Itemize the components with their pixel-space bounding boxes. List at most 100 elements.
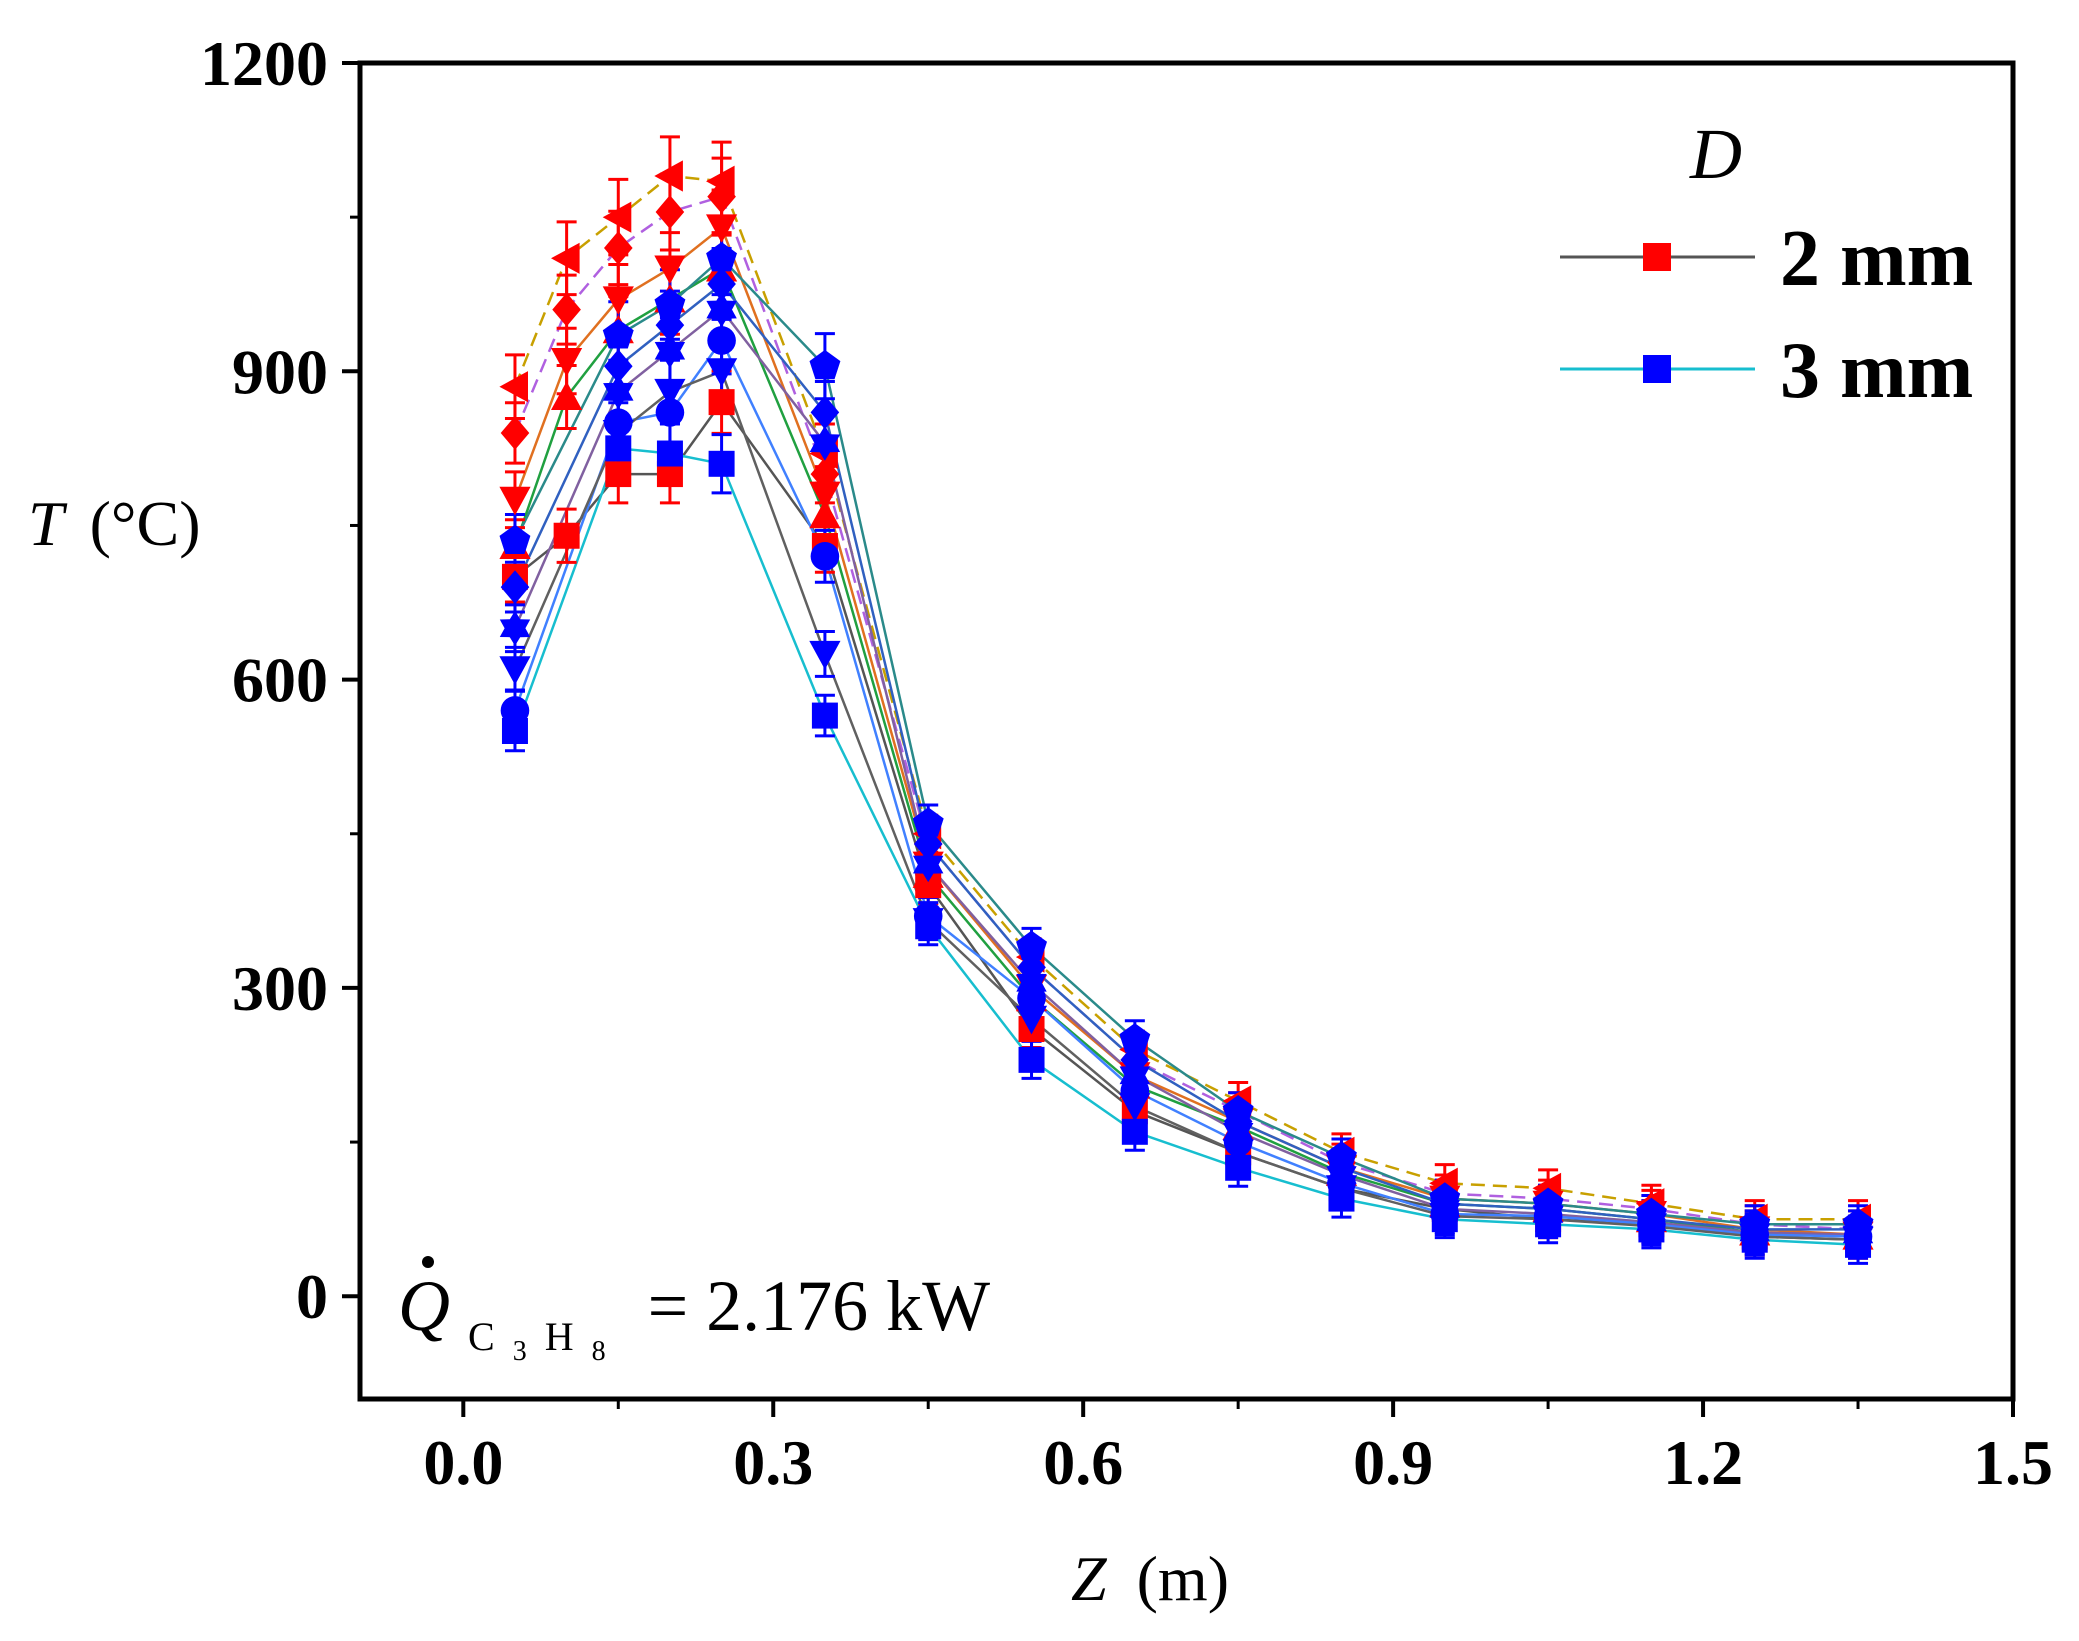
data-point: [707, 267, 736, 301]
data-point: [499, 524, 531, 554]
data-point: [811, 702, 838, 729]
data-point: [551, 348, 583, 377]
y-tick-label: 300: [232, 953, 328, 1024]
anno-sub-3: 3: [513, 1336, 527, 1367]
x-tick-label: 0.0: [423, 1427, 503, 1498]
data-point: [915, 913, 942, 940]
data-point: [551, 381, 583, 410]
data-point: [1119, 1093, 1151, 1122]
data-point: [654, 378, 686, 408]
data-point: [602, 286, 634, 315]
data-point: [1017, 983, 1046, 1013]
data-point: [1638, 1216, 1665, 1243]
data-point: [602, 201, 632, 233]
data-point: [602, 420, 634, 449]
data-point: [654, 333, 686, 369]
data-point: [499, 486, 531, 516]
data-point: [1018, 1046, 1045, 1073]
data-point: [553, 522, 580, 549]
series-line: [513, 282, 1858, 1231]
data-point: [655, 308, 685, 342]
data-point: [809, 499, 841, 529]
series-line: [514, 399, 1859, 1241]
data-point: [809, 349, 841, 380]
data-point: [1535, 1211, 1562, 1238]
heat-release-annotation: Q C 3 H 8 = 2.176 kW: [398, 1256, 990, 1376]
y-tick-label: 1200: [200, 28, 328, 99]
data-point: [707, 179, 736, 214]
data-point: [707, 326, 736, 355]
data-point: [501, 718, 528, 744]
data-point: [655, 195, 685, 229]
x-axis-unit: (m): [1137, 1543, 1229, 1614]
data-point: [809, 425, 841, 461]
data-point: [809, 640, 841, 670]
legend-label-3mm: 3 mm: [1780, 327, 1973, 415]
data-point: [1119, 1023, 1151, 1053]
legend-label-2mm: 2 mm: [1780, 215, 1973, 303]
data-point: [604, 349, 633, 384]
data-point: [810, 541, 840, 571]
x-tick-label: 1.5: [1973, 1427, 2053, 1498]
anno-sub-8: 8: [592, 1336, 606, 1367]
data-point: [708, 450, 735, 477]
y-axis-var: T: [28, 488, 68, 559]
data-point: [912, 807, 944, 837]
data-point: [500, 696, 530, 725]
series-line: [513, 174, 1858, 1221]
svg-text:T (°C): T (°C): [28, 488, 201, 559]
data-point: [603, 374, 634, 410]
y-axis-unit: (°C): [90, 488, 201, 559]
y-tick-label: 0: [296, 1261, 328, 1332]
plot-frame: [357, 60, 2016, 1402]
data-point: [654, 288, 686, 318]
data-point: [654, 255, 686, 285]
data-point: [706, 358, 738, 387]
legend-marker-2mm: [1643, 243, 1671, 271]
data-point: [500, 416, 530, 450]
data-point: [913, 847, 944, 883]
data-point: [706, 242, 737, 272]
data-point: [1222, 1139, 1254, 1168]
legend-title: D: [1689, 114, 1742, 194]
series-line: [513, 447, 1859, 1247]
series-line: [513, 307, 1859, 1236]
y-tick-label: 600: [232, 645, 328, 716]
data-point: [604, 231, 633, 265]
x-tick-label: 0.9: [1353, 1427, 1433, 1498]
svg-text:Q C 3 H: Q C 3 H 8 = 2.176 kW: [398, 1266, 990, 1376]
legend-marker-3mm: [1643, 355, 1671, 383]
x-tick-label: 0.3: [733, 1427, 813, 1498]
data-point: [605, 435, 632, 462]
data-point: [1741, 1226, 1768, 1253]
data-point: [551, 242, 580, 274]
anno-symbol: Q: [398, 1266, 450, 1346]
anno-sub-h: H: [545, 1314, 574, 1359]
x-tick-label: 0.6: [1043, 1427, 1123, 1498]
x-ticks: 0.0 0.3 0.6 0.9 1.2 1.5: [423, 1399, 2053, 1498]
x-tick-label: 1.2: [1663, 1427, 1743, 1498]
y-ticks: 0 300 600 900 1200: [200, 28, 360, 1332]
x-axis-title: Z (m): [1071, 1543, 1229, 1614]
y-axis-title: T (°C): [28, 488, 201, 559]
data-point: [499, 371, 528, 403]
data-point: [810, 395, 840, 430]
data-point: [1431, 1206, 1458, 1233]
data-point: [1845, 1231, 1872, 1258]
data-point: [706, 214, 738, 243]
data-point: [602, 319, 634, 349]
data-point: [499, 656, 531, 685]
data-point: [706, 292, 737, 328]
data-point: [1015, 1005, 1048, 1035]
data-point: [809, 481, 841, 511]
data-point: [708, 389, 735, 416]
y-tick-label: 900: [232, 336, 328, 407]
data-point: [499, 610, 531, 646]
data-point: [1328, 1185, 1355, 1212]
data-point: [1016, 930, 1047, 960]
series-line: [513, 369, 1859, 1241]
data-point: [605, 461, 632, 488]
svg-text:Z (m): Z (m): [1071, 1543, 1229, 1614]
x-axis-var: Z: [1071, 1543, 1108, 1614]
